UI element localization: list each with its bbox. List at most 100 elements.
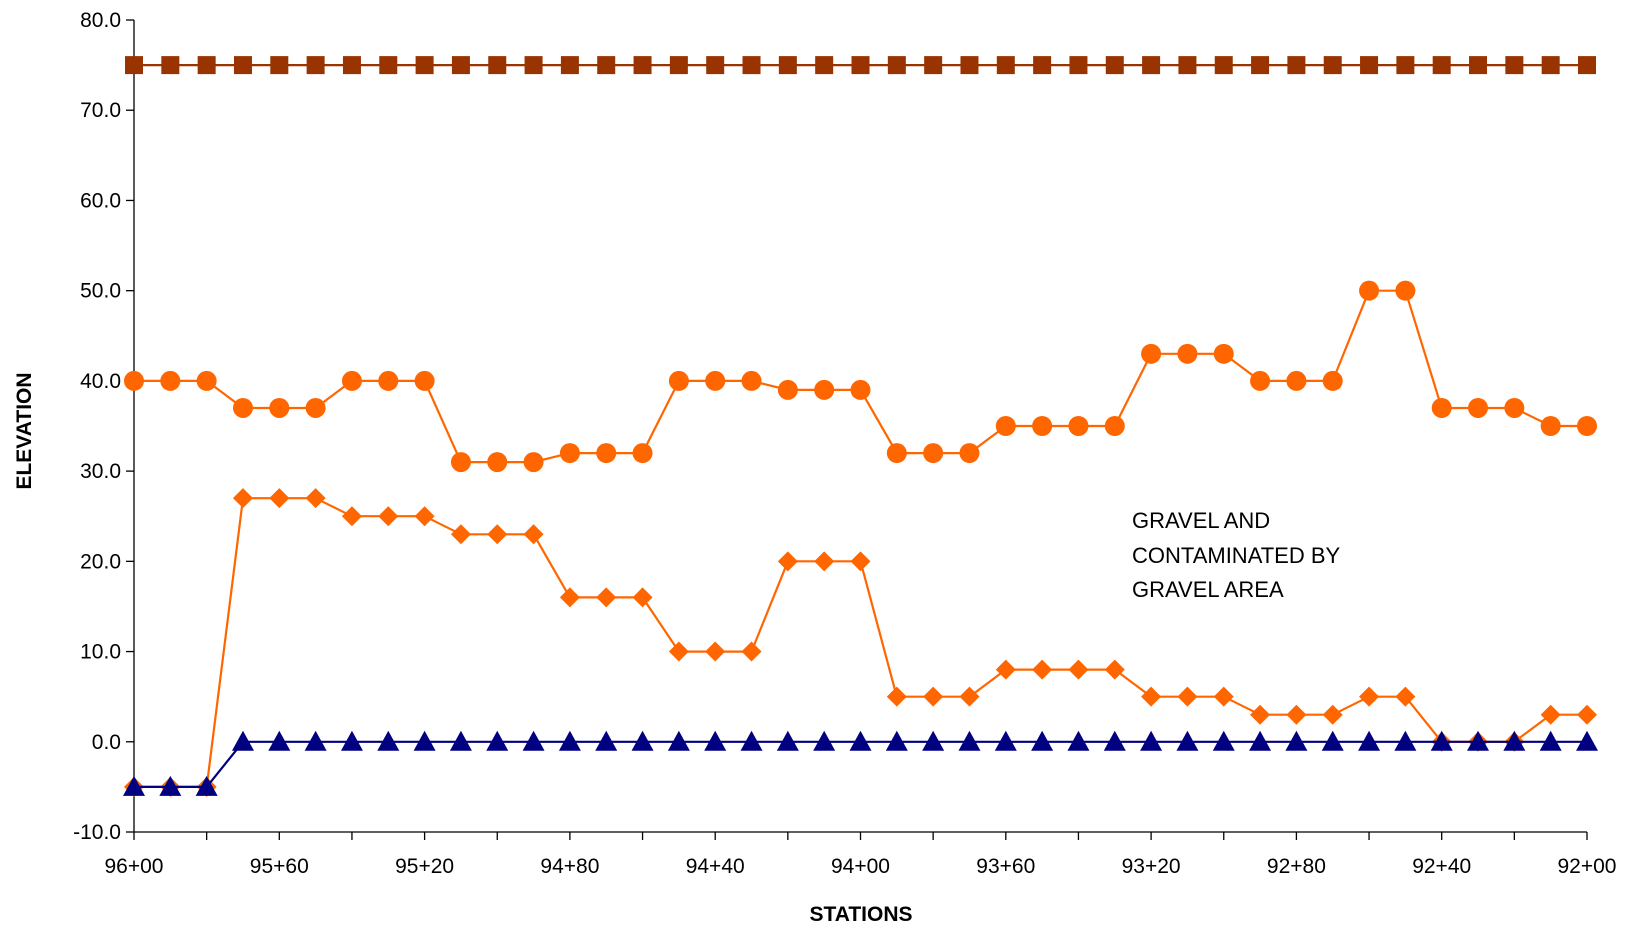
triangle-marker [231,730,254,751]
square-marker [597,56,616,75]
x-tick-label: 92+40 [1412,855,1471,878]
square-marker [1178,56,1197,75]
diamond-marker [378,506,399,527]
square-marker [960,56,979,75]
circle-marker [1286,370,1307,391]
diamond-marker [523,524,544,545]
triangle-marker [1430,730,1453,751]
square-marker [233,56,252,75]
series-group [123,56,1598,797]
y-tick-label: 50.0 [80,280,121,303]
triangle-marker [1503,730,1526,751]
triangle-marker [159,775,182,796]
square-marker [1505,56,1524,75]
square-marker [306,56,325,75]
square-marker [125,56,143,75]
diamond-marker [1395,686,1416,707]
x-ticks: 96+00 95+60 95+20 94+80 94+40 94+00 93+60 93+20… [105,832,1617,878]
triangle-marker [449,730,472,751]
x-tick-label: 94+80 [540,855,599,878]
square-marker [1287,56,1306,75]
x-tick-label: 92+00 [1558,855,1617,878]
triangle-marker [1285,730,1308,751]
square-marker [887,56,906,75]
square-marker [1142,56,1161,75]
y-tick-label: 20.0 [80,550,121,573]
triangle-marker [268,730,291,751]
triangle-marker [1176,730,1199,751]
diamond-marker [668,641,689,662]
circle-marker [1577,416,1597,436]
triangle-marker [1358,730,1381,751]
triangle-marker [740,730,763,751]
y-tick-label: 40.0 [80,370,121,393]
circle-marker [1431,397,1452,418]
diamond-marker [1359,686,1380,707]
diamond-marker [1250,704,1271,725]
diamond-marker [850,551,871,572]
square-marker [996,56,1015,75]
triangle-marker [1539,730,1562,751]
square-marker [742,56,761,75]
square-marker [669,56,688,75]
circle-marker [414,370,435,391]
triangle-marker [340,730,363,751]
circle-marker [305,397,326,418]
diamond-marker [1577,704,1597,725]
triangle-marker [1031,730,1054,751]
square-marker [633,56,652,75]
square-marker [1360,56,1379,75]
triangle-marker [1576,730,1598,751]
diamond-marker [1540,704,1561,725]
x-tick-label: 92+80 [1267,855,1326,878]
circle-marker [1395,280,1416,301]
circle-marker [923,443,944,464]
triangle-marker [413,730,436,751]
y-tick-label: 60.0 [80,189,121,212]
y-tick-label: 80.0 [80,9,121,32]
square-marker [488,56,507,75]
square-marker [706,56,725,75]
diamond-marker [1322,704,1343,725]
triangle-marker [558,730,581,751]
axes [133,20,1587,833]
circle-marker [1250,370,1271,391]
y-tick-label: 70.0 [80,99,121,122]
diamond-marker [959,686,980,707]
y-ticks: -10.0 0.0 10.0 20.0 30.0 40.0 50.0 60.0 70.0 80.0 [73,9,134,844]
x-tick-label: 94+00 [831,855,890,878]
square-marker [379,56,398,75]
circle-marker [850,379,871,400]
triangle-marker [667,730,690,751]
square-marker [778,56,797,75]
circle-marker [741,370,762,391]
triangle-marker [123,775,145,796]
x-tick-label: 95+60 [250,855,309,878]
circle-marker [995,416,1016,436]
triangle-marker [1394,730,1417,751]
square-marker [1214,56,1233,75]
diamond-marker [1068,659,1089,680]
diamond-marker [232,488,253,509]
triangle-marker [1249,730,1272,751]
circle-marker [814,379,835,400]
square-marker [1469,56,1488,75]
circle-marker [959,443,980,464]
square-marker [1541,56,1560,75]
diamond-marker [269,488,290,509]
circle-marker [596,443,617,464]
circle-marker [450,452,471,473]
diamond-marker [1286,704,1307,725]
circle-marker [632,443,653,464]
annotation-line-3: GRAVEL AREA [1132,577,1284,602]
circle-marker [1141,343,1162,364]
series-4 [123,730,1598,796]
diamond-marker [1141,686,1162,707]
square-marker [1578,56,1596,75]
triangle-marker [1103,730,1126,751]
circle-marker [886,443,907,464]
triangle-marker [377,730,400,751]
square-marker [924,56,943,75]
x-tick-label: 93+60 [976,855,1035,878]
triangle-marker [1212,730,1235,751]
